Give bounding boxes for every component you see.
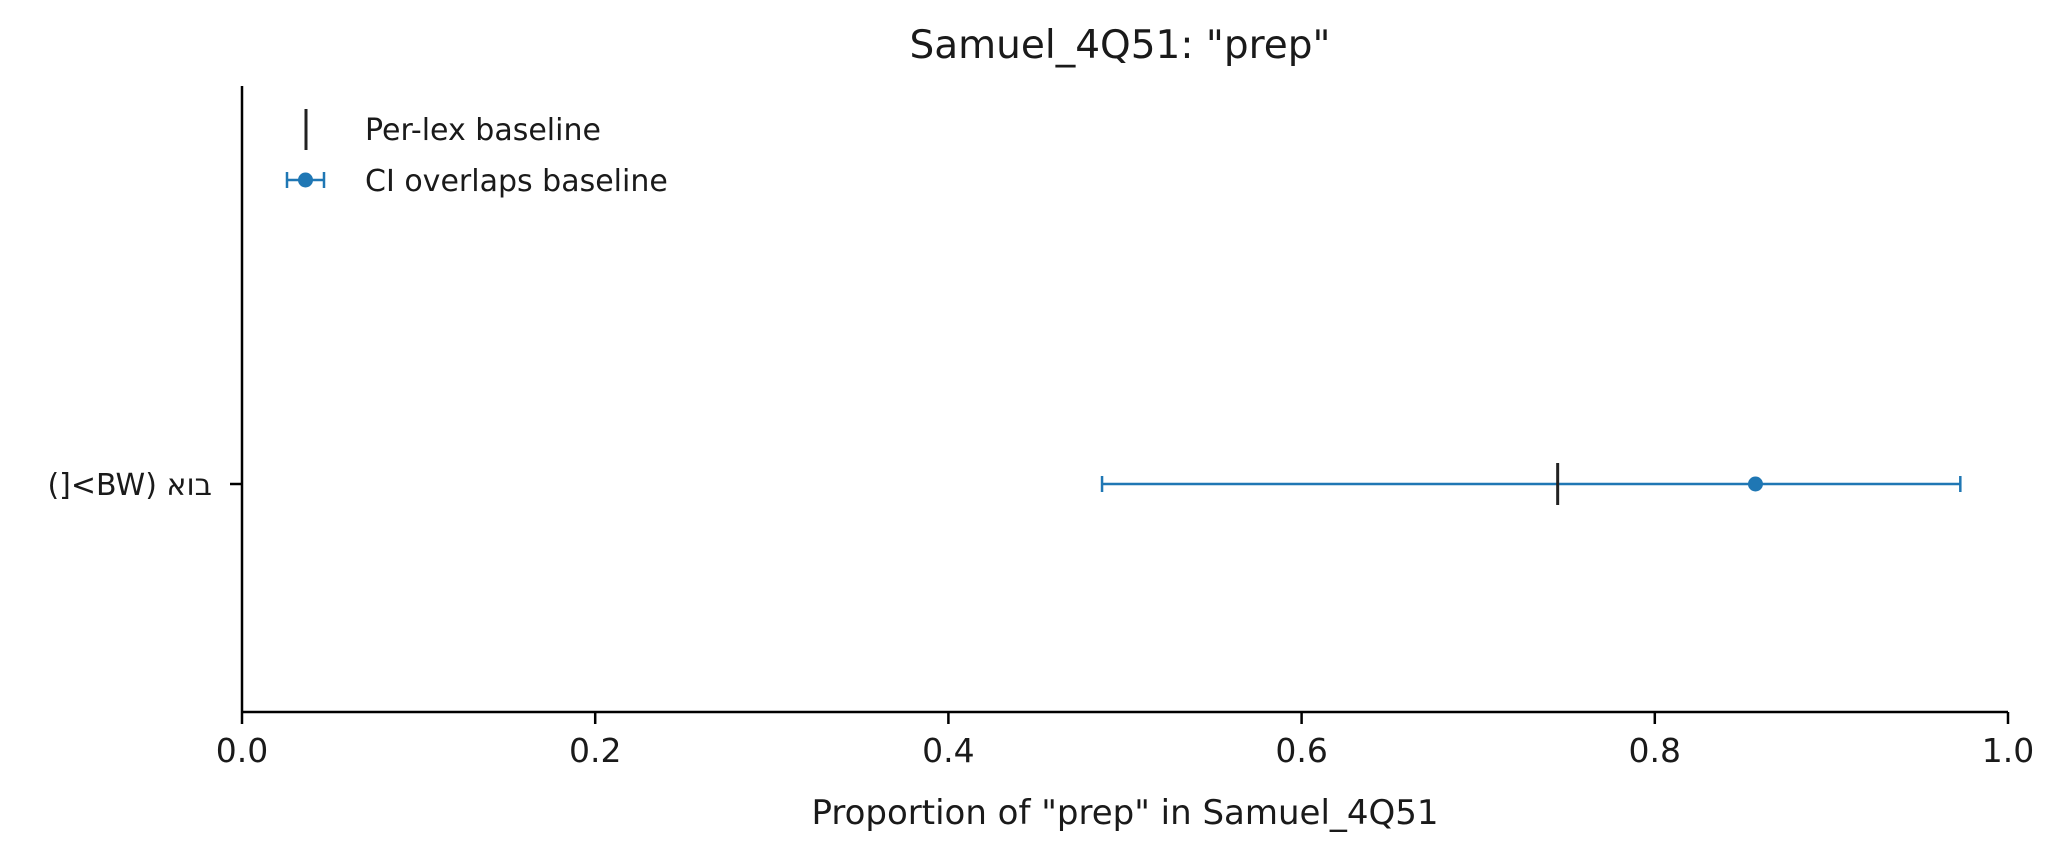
legend-ci-marker (285, 172, 326, 188)
x-axis-label: Proportion of "prep" in Samuel_4Q51 (811, 793, 1438, 833)
x-tick-label: 0.6 (1275, 731, 1327, 770)
x-tick-label: 1.0 (1982, 731, 2034, 770)
x-tick-label: 0.4 (922, 731, 974, 770)
data-marks (1100, 463, 1962, 505)
legend-ci-label: CI overlaps baseline (365, 164, 668, 199)
x-tick-label: 0.2 (569, 731, 621, 770)
legend: Per-lex baseline CI overlaps baseline (285, 109, 668, 199)
axes (240, 86, 2008, 714)
category-label: בוא (BW>[) (47, 468, 212, 503)
x-ticks: 0.0 0.2 0.4 0.6 0.8 1.0 (216, 712, 2034, 770)
x-tick-label: 0.8 (1629, 731, 1681, 770)
x-tick-label: 0.0 (216, 731, 268, 770)
estimate-point (1747, 476, 1763, 492)
y-ticks: בוא (BW>[) (47, 468, 242, 503)
legend-baseline-label: Per-lex baseline (365, 113, 601, 148)
chart-title: Samuel_4Q51: "prep" (910, 23, 1331, 68)
